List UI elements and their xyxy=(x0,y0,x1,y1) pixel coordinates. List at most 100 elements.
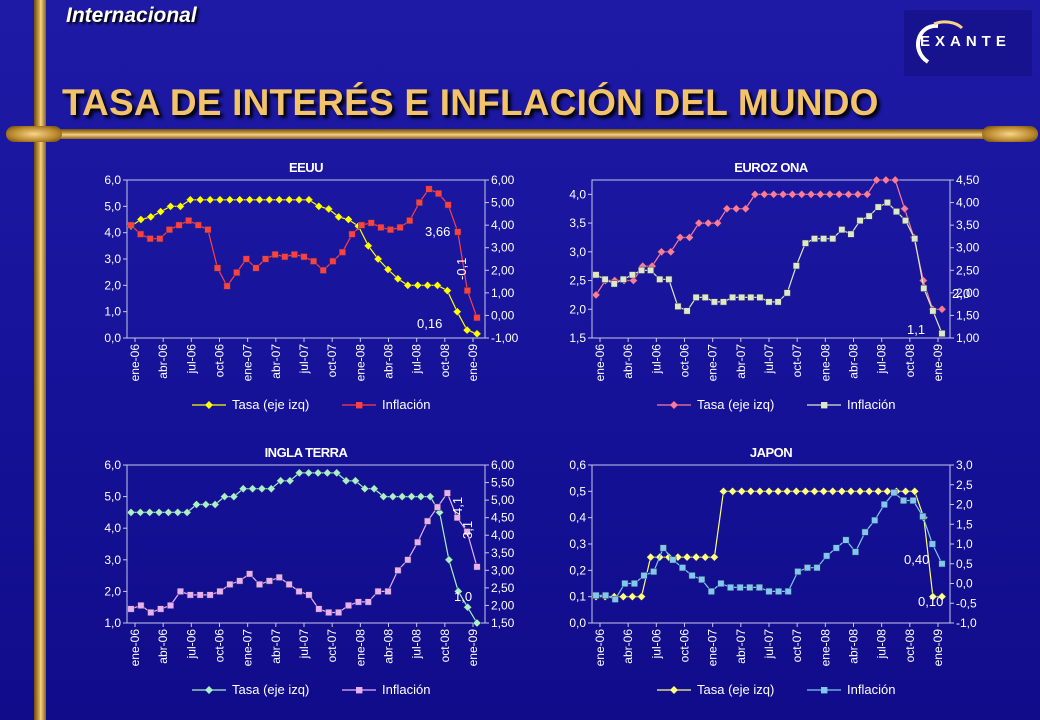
series-point-0 xyxy=(741,204,750,214)
data-annotation: 1,1 xyxy=(907,322,925,337)
series-point-0 xyxy=(778,190,788,199)
right-axis-tick-label: 0,00 xyxy=(491,308,515,322)
series-point-1 xyxy=(252,264,260,272)
exante-logo xyxy=(904,10,1032,76)
series-point-0 xyxy=(728,486,737,496)
series-point-0 xyxy=(383,265,393,274)
plot-area xyxy=(126,464,486,624)
series-point-0 xyxy=(379,492,388,501)
series-point-0 xyxy=(755,486,765,496)
series-point-0 xyxy=(937,304,947,314)
series-point-1 xyxy=(792,262,800,270)
series-point-0 xyxy=(819,486,828,496)
left-axis-tick-label: 0,3 xyxy=(569,537,586,551)
series-point-1 xyxy=(204,226,212,234)
series-point-0 xyxy=(334,212,343,222)
legend-label-1: Inflación xyxy=(382,397,430,412)
x-axis-tick-label: jul-08 xyxy=(875,629,889,660)
series-point-0 xyxy=(846,486,856,496)
series-point-0 xyxy=(146,212,156,222)
x-axis-tick-label: ene-09 xyxy=(931,344,945,382)
x-axis-tick-label: jul-07 xyxy=(297,344,311,375)
series-point-1 xyxy=(157,605,165,613)
series-point-0 xyxy=(444,555,454,565)
right-axis-tick-label: 4,00 xyxy=(956,196,980,210)
series-point-0 xyxy=(713,218,722,228)
series-point-1 xyxy=(305,591,313,599)
x-axis-tick-label: oct-08 xyxy=(438,344,452,378)
series-point-1 xyxy=(656,275,664,283)
series-point-0 xyxy=(746,486,756,496)
series-point-1 xyxy=(602,591,610,599)
series-point-0 xyxy=(433,280,442,290)
series-point-1 xyxy=(206,591,214,599)
series-point-1 xyxy=(165,226,173,234)
series-point-0 xyxy=(722,204,732,214)
series-point-1 xyxy=(669,556,677,564)
left-axis-tick-label: 6,0 xyxy=(104,173,121,187)
x-axis-tick-label: jul-07 xyxy=(762,629,776,660)
gold-bar-cap-right xyxy=(982,126,1038,142)
series-point-1 xyxy=(186,591,194,599)
series-point-1 xyxy=(246,570,254,578)
series-point-1 xyxy=(929,307,937,315)
right-axis-tick-label: 4,50 xyxy=(491,511,515,525)
series-point-0 xyxy=(855,486,865,496)
gold-bar-cap-left xyxy=(6,126,62,142)
series-point-0 xyxy=(363,241,373,251)
series-point-0 xyxy=(248,484,257,494)
chart-title: INGLA TERRA xyxy=(265,445,349,460)
series-point-1 xyxy=(601,275,609,283)
series-point-1 xyxy=(628,271,636,279)
series-point-0 xyxy=(591,290,601,300)
series-point-0 xyxy=(737,486,747,496)
gold-vertical-bar xyxy=(34,0,46,720)
series-point-1 xyxy=(692,293,700,301)
series-point-1 xyxy=(176,587,184,595)
legend-label-0: Tasa (eje izq) xyxy=(232,397,309,412)
x-axis-tick-label: jul-08 xyxy=(410,629,424,660)
series-point-1 xyxy=(290,251,298,258)
series-point-1 xyxy=(650,568,658,576)
series-point-1 xyxy=(647,266,655,274)
series-point-0 xyxy=(773,486,783,496)
series-point-1 xyxy=(335,609,343,616)
series-point-1 xyxy=(592,271,600,279)
left-axis-tick-label: 5,0 xyxy=(104,199,121,213)
left-axis-tick-label: 2,0 xyxy=(104,584,121,598)
series-point-0 xyxy=(881,175,891,185)
series-point-1 xyxy=(454,228,462,236)
series-point-1 xyxy=(707,587,715,595)
series-point-1 xyxy=(185,217,193,225)
series-point-0 xyxy=(388,492,398,501)
series-point-1 xyxy=(300,253,308,261)
series-point-0 xyxy=(900,204,909,214)
x-axis-tick-label: ene-08 xyxy=(818,344,832,382)
series-point-1 xyxy=(435,190,443,197)
left-axis-tick-label: 3,0 xyxy=(569,245,586,259)
series-point-0 xyxy=(769,190,779,199)
series-point-0 xyxy=(136,215,146,224)
series-point-0 xyxy=(666,247,676,257)
series-point-1 xyxy=(473,563,481,571)
series-point-0 xyxy=(682,552,692,562)
legend-marker-0 xyxy=(670,401,678,409)
series-point-0 xyxy=(463,602,473,612)
x-axis-tick-label: jul-06 xyxy=(184,629,198,660)
right-axis-tick-label: 3,0 xyxy=(956,458,973,472)
x-axis-tick-label: ene-06 xyxy=(128,629,142,667)
series-point-1 xyxy=(610,280,618,288)
x-axis-tick-label: ene-09 xyxy=(466,629,480,667)
series-point-1 xyxy=(404,556,412,564)
x-axis-tick-label: oct-06 xyxy=(678,344,692,378)
series-point-1 xyxy=(829,235,837,243)
series-point-1 xyxy=(414,538,422,546)
x-axis-tick-label: ene-06 xyxy=(593,344,607,382)
series-point-0 xyxy=(910,486,920,496)
left-axis-tick-label: 6,0 xyxy=(104,458,121,472)
series-point-1 xyxy=(364,598,372,606)
series-point-1 xyxy=(319,266,327,274)
series-point-1 xyxy=(265,577,273,585)
series-point-0 xyxy=(890,175,900,185)
series-point-0 xyxy=(369,484,379,494)
